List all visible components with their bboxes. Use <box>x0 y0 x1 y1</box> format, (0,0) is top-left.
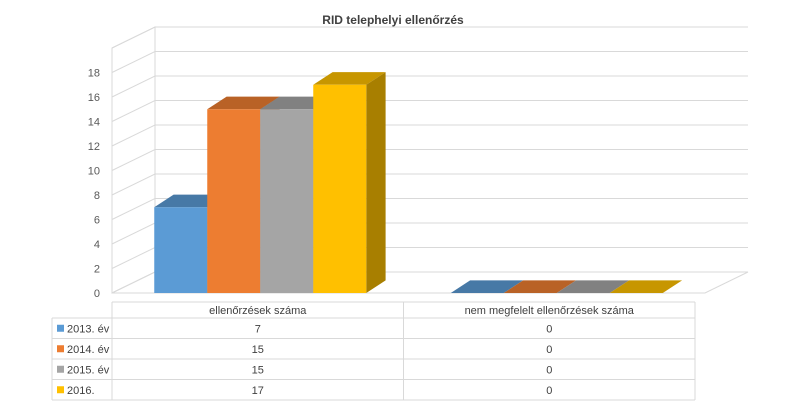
chart-title: RID telephelyi ellenőrzés <box>322 13 464 27</box>
y-tick-label: 8 <box>94 190 100 202</box>
gridline <box>111 149 748 171</box>
gridline <box>111 124 748 147</box>
legend-label: 2016. <box>67 385 95 397</box>
gridline <box>111 173 748 196</box>
bar-top <box>609 280 683 293</box>
legend-swatch <box>57 324 64 332</box>
table-header: nem megfelelt ellenőrzések száma <box>465 305 635 317</box>
legend-label: 2015. év <box>67 364 110 376</box>
y-tick-label: 2 <box>94 264 100 276</box>
y-tick-label: 0 <box>94 288 100 300</box>
bar <box>450 280 524 293</box>
bar <box>609 280 683 293</box>
y-tick-label: 12 <box>88 141 100 153</box>
gridline <box>111 198 748 220</box>
bar-front <box>207 109 261 293</box>
legend-swatch <box>57 365 64 373</box>
table-header: ellenőrzések száma <box>209 305 307 317</box>
data-label: 0 <box>546 323 552 335</box>
bar-top <box>450 280 524 293</box>
gridline <box>111 100 748 122</box>
legend-label: 2014. év <box>67 344 110 356</box>
gridline <box>111 26 748 49</box>
y-tick-label: 4 <box>94 239 100 251</box>
y-tick-label: 10 <box>88 166 100 178</box>
data-table: ellenőrzések száma nem megfelelt ellenőrz… <box>51 301 696 401</box>
y-tick-label: 6 <box>94 215 100 227</box>
y-tick-label: 16 <box>88 92 100 104</box>
gridline <box>111 75 748 98</box>
data-label: 0 <box>546 364 552 376</box>
data-label: 7 <box>255 323 261 335</box>
legend-swatch <box>57 345 64 353</box>
bar-top <box>207 96 280 110</box>
bar-front <box>154 207 208 293</box>
bar-front <box>313 84 367 293</box>
bar <box>556 280 630 293</box>
y-axis-ticks: 0 2 4 6 8 10 12 14 16 18 <box>88 68 100 301</box>
bars <box>154 72 683 294</box>
data-label: 17 <box>252 385 264 397</box>
bar-front <box>260 109 314 293</box>
data-label: 15 <box>252 344 264 356</box>
legend-swatch <box>57 386 64 394</box>
data-label: 0 <box>546 385 552 397</box>
gridlines <box>111 26 748 294</box>
bar-side <box>366 72 386 294</box>
gridline <box>111 51 748 73</box>
bar-top <box>313 72 386 85</box>
data-label: 15 <box>252 364 264 376</box>
bar <box>313 72 386 294</box>
bar <box>503 280 577 293</box>
bar-top <box>556 280 630 293</box>
legend-label: 2013. év <box>67 323 110 335</box>
y-tick-label: 18 <box>88 68 100 80</box>
bar-top <box>503 280 577 293</box>
y-tick-label: 14 <box>88 117 100 129</box>
data-label: 0 <box>546 344 552 356</box>
